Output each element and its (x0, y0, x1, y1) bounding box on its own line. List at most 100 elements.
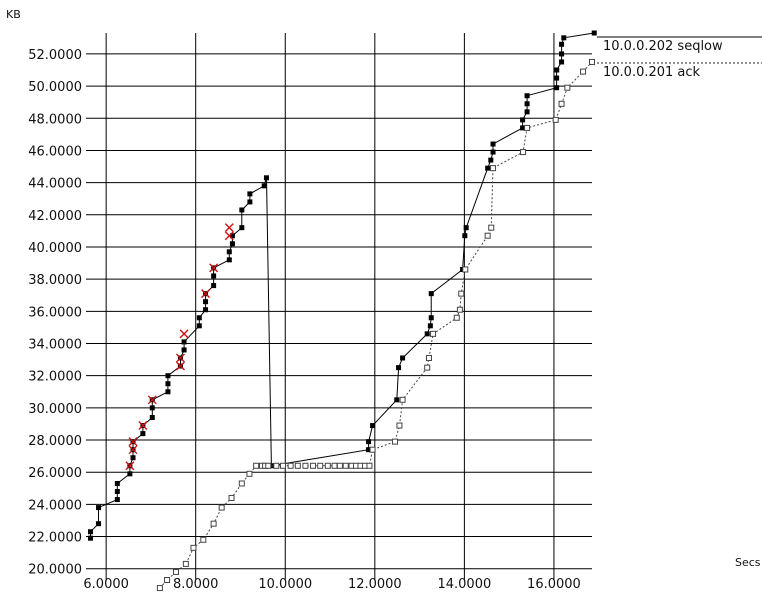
data-point (140, 431, 146, 437)
data-point (336, 462, 343, 469)
data-point (462, 233, 468, 239)
data-point (424, 331, 430, 337)
data-point (114, 497, 120, 503)
data-point (164, 577, 171, 583)
data-point (165, 373, 171, 379)
retransmit-mark (179, 329, 189, 339)
y-tick-label: 24.0000 (28, 498, 82, 513)
data-point (462, 266, 469, 273)
data-point (458, 290, 465, 297)
data-point (490, 149, 496, 155)
series-line (90, 32, 595, 539)
data-point (369, 446, 376, 453)
y-tick-label: 20.0000 (28, 563, 82, 578)
data-point (181, 339, 187, 345)
x-tick-label: 8.0000 (173, 577, 219, 592)
y-tick-label: 44.0000 (28, 177, 82, 192)
y-tick-label: 28.0000 (28, 434, 82, 449)
data-point (310, 462, 317, 469)
retransmit-mark (224, 223, 234, 233)
data-point (149, 415, 155, 421)
data-point (366, 447, 372, 453)
data-point (200, 536, 207, 543)
retransmit-mark (147, 395, 157, 405)
data-point (294, 462, 301, 469)
data-point (165, 381, 171, 387)
data-point (211, 273, 217, 279)
data-point (190, 544, 197, 551)
data-point (182, 560, 189, 567)
y-tick-label: 36.0000 (28, 305, 82, 320)
data-point (203, 307, 209, 313)
data-point (87, 529, 93, 535)
data-point (265, 462, 272, 469)
data-point (524, 109, 530, 115)
grid-lines (86, 33, 592, 580)
y-tick-label: 38.0000 (28, 273, 82, 288)
y-axis-unit-label: KB (6, 8, 21, 21)
data-point (370, 423, 376, 429)
data-point (524, 93, 530, 99)
data-point (203, 299, 209, 305)
series-1 (156, 58, 595, 592)
data-point (554, 75, 560, 81)
data-point (331, 462, 338, 469)
data-point (165, 389, 171, 395)
data-point (196, 323, 202, 329)
retransmit-mark (138, 421, 148, 431)
data-point (87, 535, 93, 541)
data-point (580, 68, 587, 75)
data-point (430, 330, 437, 337)
data-point (591, 30, 597, 36)
x-axis: 6.0000 8.0000 10.0000 12.0000 14.0000 16.0000 (83, 577, 580, 592)
data-point (130, 455, 136, 461)
data-point (488, 157, 494, 163)
data-point (253, 462, 260, 469)
data-point (196, 315, 202, 321)
data-point (484, 232, 491, 239)
data-point (558, 100, 565, 107)
data-point (149, 405, 155, 411)
data-point (263, 175, 269, 181)
data-point (453, 314, 460, 321)
data-point (302, 462, 309, 469)
data-point (342, 462, 349, 469)
data-point (226, 257, 232, 263)
data-point (399, 396, 406, 403)
data-point (520, 125, 526, 131)
data-point (156, 585, 163, 592)
retransmit-mark (128, 437, 138, 447)
y-tick-label: 52.0000 (28, 48, 82, 63)
retransmit-mark (201, 289, 211, 299)
data-point (229, 233, 235, 239)
data-point (428, 315, 434, 321)
data-point (127, 471, 133, 477)
retransmit-mark (209, 263, 219, 273)
data-point (485, 165, 491, 171)
y-tick-label: 22.0000 (28, 531, 82, 546)
legend-label-ack: 10.0.0.201 ack (603, 65, 701, 80)
data-point (324, 462, 331, 469)
data-point (261, 183, 267, 189)
data-point (396, 365, 402, 371)
data-point (229, 241, 235, 247)
data-point (239, 225, 245, 231)
retransmit-mark (175, 353, 185, 363)
y-tick-label: 42.0000 (28, 209, 82, 224)
series-layer (87, 30, 597, 592)
retransmit-mark (128, 445, 138, 455)
data-point (96, 505, 102, 511)
series-line (159, 61, 593, 589)
data-point (427, 323, 433, 329)
legend: 10.0.0.202 seqlow 10.0.0.201 ack (597, 36, 762, 80)
retransmit-mark (125, 461, 135, 471)
data-point (456, 306, 463, 313)
data-point (554, 85, 560, 91)
data-point (488, 224, 495, 231)
y-tick-label: 32.0000 (28, 370, 82, 385)
y-tick-label: 40.0000 (28, 241, 82, 256)
data-point (463, 225, 469, 231)
data-point (218, 504, 225, 511)
x-tick-label: 10.0000 (258, 577, 312, 592)
data-point (589, 58, 595, 65)
